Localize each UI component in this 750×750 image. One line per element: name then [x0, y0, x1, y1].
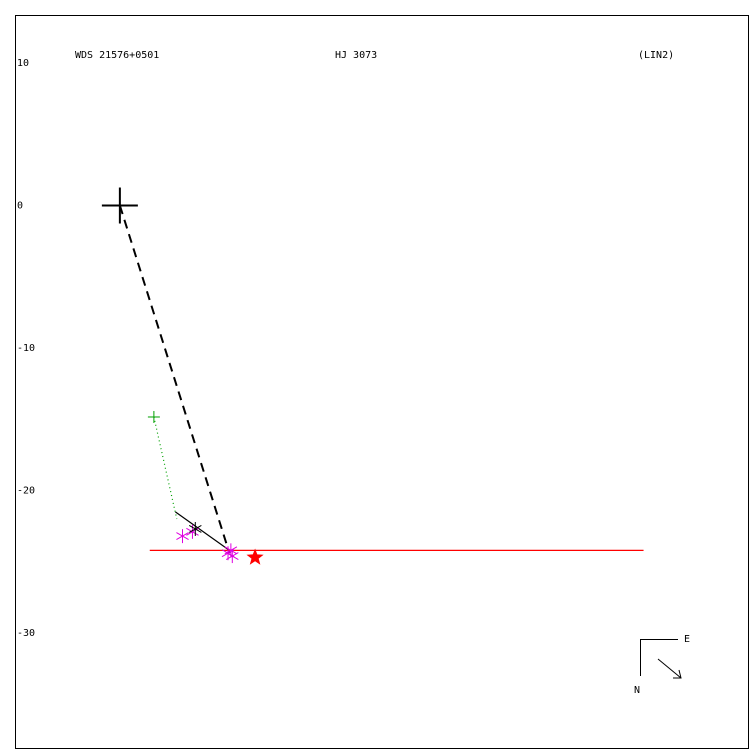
marker-part [188, 525, 202, 533]
marker-part [246, 548, 264, 565]
y-tick-label: 0 [17, 201, 23, 212]
marker-part [176, 532, 189, 541]
point [224, 543, 238, 558]
marker-part [225, 552, 239, 560]
y-tick-label: -10 [17, 343, 35, 354]
marker-part [186, 527, 199, 536]
point [147, 410, 160, 423]
connector-line [118, 205, 231, 554]
point [101, 187, 138, 224]
compass-arrow-head [673, 669, 682, 679]
point [188, 521, 202, 536]
connector-line [153, 416, 178, 520]
y-tick-label: -20 [17, 486, 35, 497]
plot-frame [15, 15, 749, 749]
connector-line [175, 511, 230, 551]
compass-east: E [684, 634, 690, 645]
compass: E N [634, 634, 690, 696]
chart-subtitle: HJ 3073 [335, 50, 377, 61]
compass-north: N [634, 685, 640, 696]
point [246, 548, 264, 565]
y-tick-label: 10 [17, 58, 29, 69]
annotation: (LIN2) [638, 50, 674, 61]
marker-part [224, 546, 238, 555]
compass-arrow [657, 658, 682, 679]
point [176, 529, 189, 544]
y-tick-label: -30 [17, 628, 35, 639]
chart-title: WDS 21576+0501 [75, 50, 159, 61]
